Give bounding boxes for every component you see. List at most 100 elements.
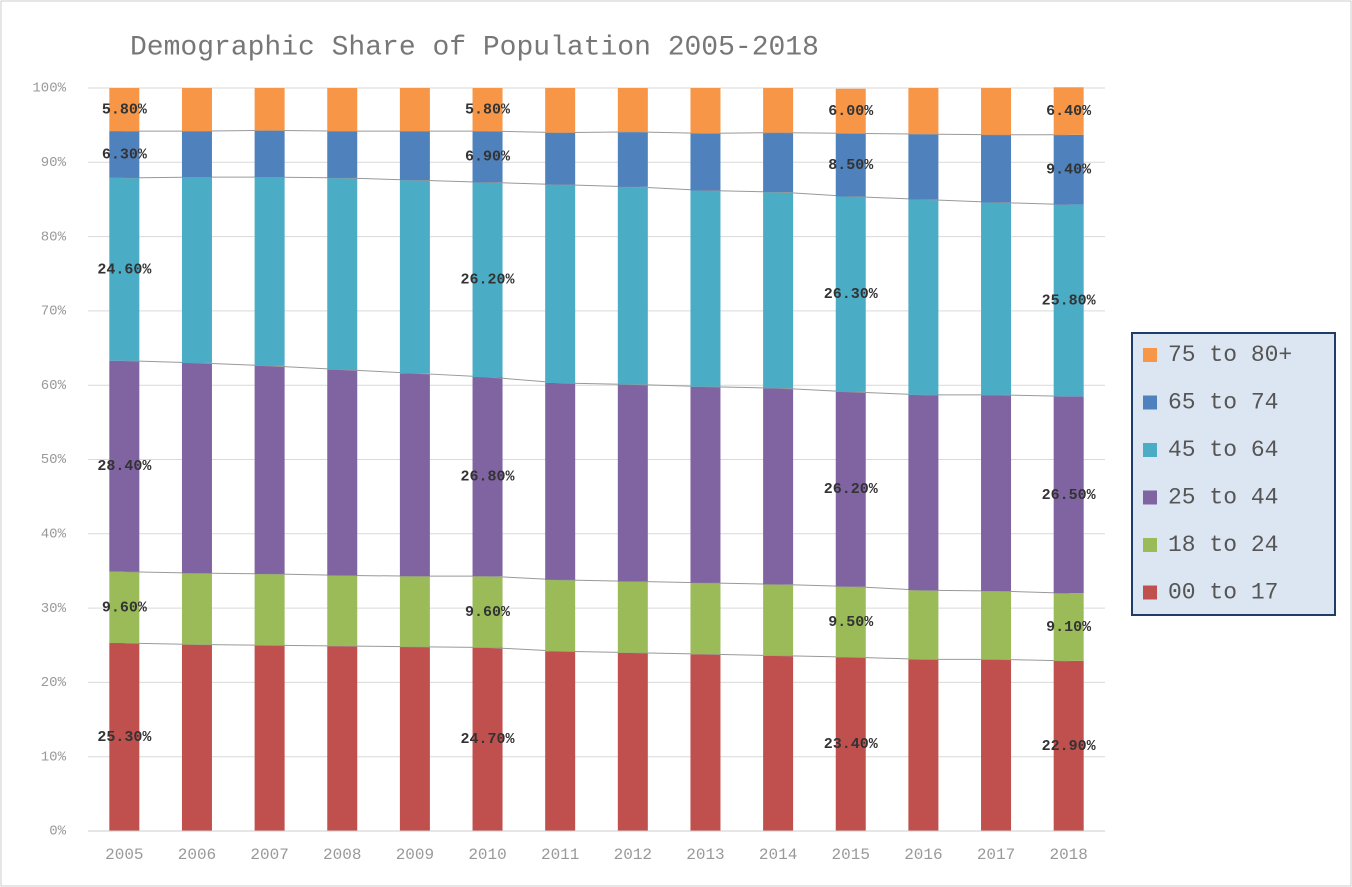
bar-segment	[399, 576, 430, 647]
x-tick-label: 2010	[468, 846, 506, 864]
data-label: 22.90%	[1042, 738, 1097, 755]
bar-segment	[181, 177, 212, 363]
bar-segment	[617, 131, 648, 187]
bar-segment	[690, 133, 721, 191]
bar-segment	[1053, 396, 1084, 594]
bar-segment	[327, 369, 358, 576]
x-tick-label: 2018	[1049, 846, 1087, 864]
bar-segment	[472, 182, 503, 378]
data-label: 26.20%	[461, 272, 516, 289]
bar-segment	[835, 391, 866, 587]
bar-segment	[1053, 660, 1084, 831]
legend-swatch	[1143, 443, 1157, 457]
bar-segment	[763, 88, 794, 133]
data-label: 8.50%	[828, 157, 874, 174]
legend-label: 18 to 24	[1168, 532, 1278, 558]
bar-segment	[835, 586, 866, 658]
data-label: 6.00%	[828, 103, 874, 120]
x-tick-label: 2016	[904, 846, 942, 864]
data-label: 26.30%	[824, 286, 879, 303]
bar-segment	[981, 88, 1012, 135]
y-tick-label: 0%	[49, 824, 66, 840]
y-tick-label: 80%	[41, 229, 67, 245]
bar-segment	[1053, 87, 1084, 135]
bar-segment	[690, 654, 721, 831]
x-tick-label: 2013	[686, 846, 724, 864]
data-label: 26.20%	[824, 481, 879, 498]
bar-segment	[181, 573, 212, 645]
bar-segment	[763, 132, 794, 193]
data-label: 24.70%	[461, 731, 516, 748]
data-label: 26.80%	[461, 469, 516, 486]
y-tick-label: 20%	[41, 675, 67, 691]
x-tick-label: 2009	[396, 846, 434, 864]
legend-label: 25 to 44	[1168, 485, 1278, 511]
bar-segment	[1053, 593, 1084, 661]
bar-segment	[545, 651, 576, 831]
legend-swatch	[1143, 348, 1157, 362]
bar-segment	[327, 131, 358, 178]
bar-segment	[908, 88, 939, 135]
y-tick-label: 10%	[41, 749, 67, 765]
bar-segment	[617, 186, 648, 385]
x-tick-label: 2005	[105, 846, 143, 864]
bar-segment	[690, 386, 721, 583]
y-tick-label: 60%	[41, 378, 67, 394]
y-tick-label: 50%	[41, 452, 67, 468]
bar-segment	[545, 132, 576, 185]
bar-segment	[399, 646, 430, 831]
legend-label: 45 to 64	[1168, 437, 1278, 463]
bar-segment	[545, 88, 576, 133]
bar-segment	[399, 180, 430, 374]
bar-segment	[472, 88, 503, 132]
data-label: 9.60%	[465, 604, 511, 621]
bar-segment	[835, 196, 866, 392]
bar-segment	[981, 134, 1012, 203]
legend-swatch	[1143, 538, 1157, 552]
data-label: 25.30%	[97, 729, 152, 746]
bar-segment	[981, 202, 1012, 395]
x-tick-label: 2015	[832, 846, 870, 864]
bar-segment	[181, 131, 212, 178]
bar-segment	[690, 88, 721, 134]
data-label: 6.40%	[1046, 103, 1092, 120]
bar-segment	[327, 575, 358, 646]
bar-segment	[109, 360, 140, 572]
x-tick-label: 2014	[759, 846, 797, 864]
bar-segment	[908, 394, 939, 591]
bar-segment	[690, 582, 721, 655]
data-label: 9.10%	[1046, 619, 1092, 636]
data-label: 5.80%	[465, 102, 511, 119]
bar-segment	[908, 659, 939, 831]
bar-segment	[1053, 204, 1084, 397]
bar-segment	[1053, 134, 1084, 205]
bar-segment	[254, 573, 285, 646]
y-tick-label: 40%	[41, 527, 67, 543]
data-label: 9.60%	[102, 599, 148, 616]
bar-segment	[763, 655, 794, 831]
bar-segment	[690, 190, 721, 387]
bar-segment	[254, 177, 285, 366]
bar-segment	[181, 88, 212, 132]
bar-segment	[327, 177, 358, 370]
y-tick-label: 30%	[41, 601, 67, 617]
x-tick-label: 2006	[178, 846, 216, 864]
x-tick-label: 2017	[977, 846, 1015, 864]
bar-segment	[109, 131, 140, 178]
legend-box	[1131, 332, 1336, 616]
legend-label: 65 to 74	[1168, 390, 1278, 416]
x-tick-label: 2011	[541, 846, 579, 864]
bar-segment	[981, 394, 1012, 592]
bar-segment	[181, 362, 212, 574]
bar-segment	[254, 88, 285, 131]
data-label: 23.40%	[824, 736, 879, 753]
bar-segment	[908, 590, 939, 660]
y-tick-label: 90%	[41, 155, 67, 171]
data-label: 24.60%	[97, 261, 152, 278]
bar-segment	[472, 377, 503, 577]
bar-segment	[908, 199, 939, 395]
bar-segment	[908, 134, 939, 200]
legend-swatch	[1143, 490, 1157, 505]
